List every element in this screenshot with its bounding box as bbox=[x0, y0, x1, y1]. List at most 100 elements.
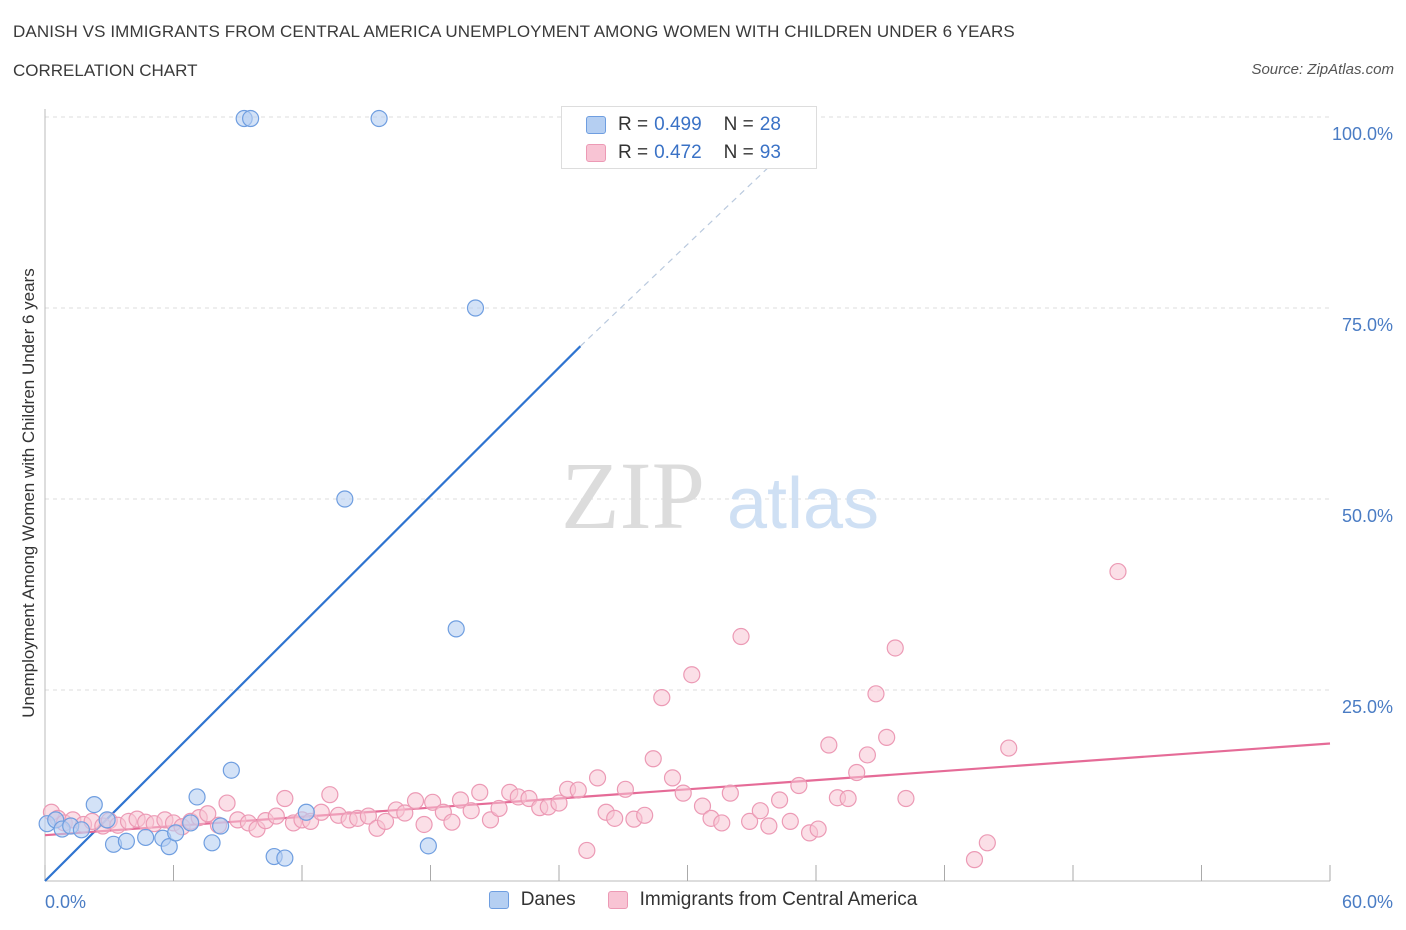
point-danes bbox=[336, 490, 354, 508]
point-immigrants bbox=[760, 817, 778, 835]
legend-item-danes[interactable]: Danes bbox=[488, 889, 576, 911]
point-immigrants bbox=[965, 851, 984, 869]
legend-n-label: N = bbox=[723, 142, 754, 163]
point-danes bbox=[117, 832, 135, 850]
legend-item-immigrants[interactable]: Immigrants from Central America bbox=[607, 889, 918, 911]
point-immigrants bbox=[424, 793, 442, 811]
point-immigrants bbox=[588, 769, 607, 787]
legend-row-danes: R = 0.499 N = 28 bbox=[586, 112, 781, 138]
point-immigrants bbox=[721, 784, 739, 802]
watermark: ZIP atlas bbox=[561, 442, 879, 549]
point-immigrants bbox=[848, 763, 866, 782]
point-danes bbox=[85, 795, 103, 814]
point-immigrants bbox=[693, 797, 712, 815]
point-danes bbox=[160, 838, 178, 856]
series-legend: Danes Immigrants from Central America bbox=[0, 889, 1406, 911]
point-immigrants bbox=[490, 799, 508, 818]
point-immigrants bbox=[276, 789, 294, 808]
points-immigrants bbox=[42, 562, 1127, 869]
point-immigrants bbox=[481, 811, 500, 829]
point-danes bbox=[466, 299, 485, 317]
y-tick-label: 25.0% bbox=[1342, 697, 1393, 717]
point-immigrants bbox=[790, 776, 808, 795]
point-danes bbox=[447, 620, 465, 638]
point-danes bbox=[72, 821, 91, 839]
point-danes bbox=[419, 837, 437, 855]
point-immigrants bbox=[653, 689, 671, 707]
point-immigrants bbox=[839, 789, 857, 808]
legend-swatch-immigrants bbox=[586, 144, 606, 162]
legend-r-label: R = bbox=[618, 142, 649, 163]
x-tick-label: 0.0% bbox=[45, 892, 86, 912]
point-immigrants bbox=[683, 666, 701, 684]
point-immigrants bbox=[858, 746, 877, 764]
point-danes bbox=[212, 817, 230, 835]
point-danes bbox=[370, 109, 388, 128]
points-danes bbox=[38, 109, 485, 867]
point-immigrants bbox=[751, 802, 769, 820]
legend-label-danes: Danes bbox=[520, 889, 576, 910]
point-danes bbox=[188, 788, 206, 806]
point-immigrants bbox=[199, 805, 217, 823]
legend-row-immigrants: R = 0.472 N = 93 bbox=[586, 140, 781, 166]
point-immigrants bbox=[1109, 562, 1127, 581]
axes bbox=[44, 109, 1331, 882]
point-danes bbox=[98, 811, 116, 829]
point-danes bbox=[203, 834, 221, 852]
legend-swatch-immigrants bbox=[607, 891, 628, 909]
point-immigrants bbox=[462, 802, 480, 820]
point-immigrants bbox=[415, 815, 433, 834]
point-immigrants bbox=[674, 784, 692, 802]
chart-subtitle: CORRELATION CHART bbox=[13, 61, 198, 80]
point-immigrants bbox=[218, 794, 236, 812]
point-immigrants bbox=[770, 791, 789, 809]
source-attribution: Source: ZipAtlas.com bbox=[1251, 61, 1394, 78]
point-danes bbox=[222, 761, 240, 779]
point-immigrants bbox=[732, 627, 750, 646]
point-immigrants bbox=[569, 781, 587, 799]
point-immigrants bbox=[820, 736, 838, 754]
point-immigrants bbox=[321, 786, 339, 804]
watermark-atlas: atlas bbox=[727, 464, 879, 544]
point-immigrants bbox=[809, 820, 827, 838]
point-immigrants bbox=[878, 728, 896, 746]
point-immigrants bbox=[471, 783, 489, 801]
point-immigrants bbox=[443, 813, 461, 831]
legend-swatch-danes bbox=[586, 116, 606, 134]
point-immigrants bbox=[451, 791, 470, 809]
gridlines bbox=[45, 116, 1330, 691]
legend-n-value-immigrants: 93 bbox=[759, 142, 781, 163]
point-danes bbox=[167, 824, 185, 842]
point-immigrants bbox=[978, 834, 996, 852]
point-immigrants bbox=[406, 792, 425, 810]
tick-labels: 25.0% 50.0% 75.0% 100.0% 0.0% 60.0% bbox=[45, 124, 1393, 912]
point-immigrants bbox=[359, 807, 377, 825]
point-immigrants bbox=[1000, 739, 1018, 757]
point-immigrants bbox=[713, 814, 731, 832]
legend-n-label: N = bbox=[723, 114, 754, 135]
chart-title: DANISH VS IMMIGRANTS FROM CENTRAL AMERIC… bbox=[13, 22, 1015, 41]
point-immigrants bbox=[644, 750, 662, 768]
y-tick-label: 50.0% bbox=[1342, 506, 1393, 526]
point-immigrants bbox=[267, 807, 285, 825]
x-tick-label: 60.0% bbox=[1342, 892, 1393, 912]
watermark-zip: ZIP bbox=[561, 442, 705, 549]
point-immigrants bbox=[376, 812, 395, 831]
trend-line-danes bbox=[44, 345, 582, 882]
legend-r-value-danes: 0.499 bbox=[654, 114, 702, 135]
legend-r-value-immigrants: 0.472 bbox=[654, 142, 702, 163]
point-immigrants bbox=[636, 806, 654, 824]
y-tick-label: 75.0% bbox=[1342, 315, 1393, 335]
point-immigrants bbox=[616, 780, 634, 798]
stats-legend: R = 0.499 N = 28 R = 0.472 N = 93 bbox=[561, 106, 817, 169]
point-immigrants bbox=[867, 685, 885, 703]
y-axis-label: Unemployment Among Women with Children U… bbox=[19, 268, 38, 717]
point-danes bbox=[137, 828, 155, 847]
point-immigrants bbox=[312, 803, 330, 821]
legend-n-value-danes: 28 bbox=[759, 114, 781, 135]
trend-line-danes-extension bbox=[580, 162, 774, 347]
point-immigrants bbox=[897, 789, 915, 808]
point-immigrants bbox=[606, 809, 624, 827]
legend-label-immigrants: Immigrants from Central America bbox=[639, 889, 918, 910]
